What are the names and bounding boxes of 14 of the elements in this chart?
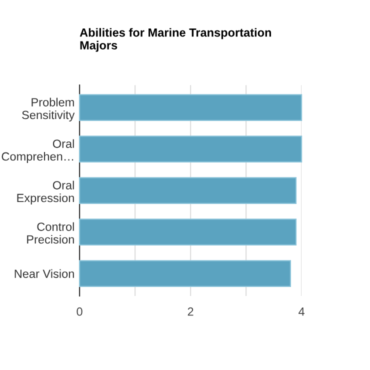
- x-tick-label: 2: [188, 307, 194, 316]
- y-tick-label: Problem Sensitivity: [22, 98, 75, 122]
- x-tick-label: 4: [298, 308, 304, 316]
- bar: [78, 177, 297, 204]
- bar: [78, 218, 297, 246]
- y-tick-label: Control Precision: [27, 222, 74, 244]
- y-tick-label: Near Vision: [14, 269, 74, 278]
- chart-title: Abilities for Marine Transportation Majors: [80, 28, 272, 52]
- bar: [78, 94, 302, 121]
- bar: [78, 260, 292, 287]
- y-tick-label: Oral Expression: [17, 180, 74, 204]
- bar: [78, 136, 302, 162]
- y-tick-label: Oral Comprehen…: [2, 139, 74, 163]
- x-tick-label: 0: [76, 307, 82, 316]
